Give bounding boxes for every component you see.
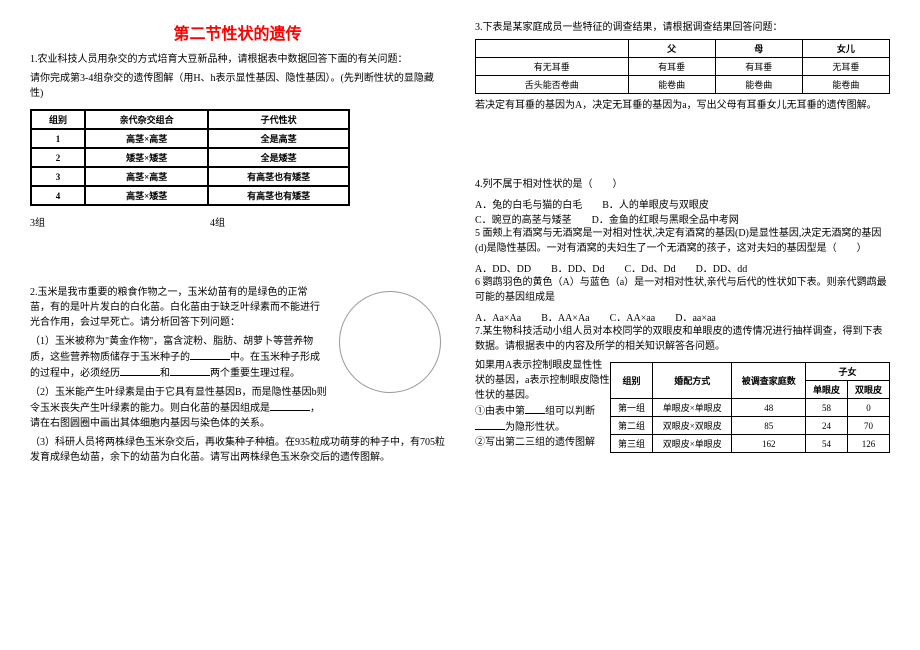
q2-intro: 2.玉米是我市重要的粮食作物之一，玉米幼苗有的是绿色的正常苗，有的是叶片发白的白… bbox=[30, 285, 327, 330]
q1-labels: 3组 4组 bbox=[30, 214, 445, 229]
q7-textB: ①由表中第 bbox=[475, 406, 525, 417]
table-row: 2 矮茎×矮茎 全是矮茎 bbox=[31, 148, 349, 167]
table-row: 第三组 双眼皮×单眼皮 162 54 126 bbox=[611, 435, 890, 453]
q7-textE: ②写出第二三组的遗传图解 bbox=[475, 437, 595, 448]
q1-th0: 组别 bbox=[31, 110, 85, 129]
circle-diagram-area bbox=[335, 285, 445, 435]
cell-circle bbox=[339, 291, 441, 393]
q5-stem: 5 面颊上有酒窝与无酒窝是一对相对性状,决定有酒窝的基因(D)是显性基因,决定无… bbox=[475, 226, 890, 256]
table-row: 有无耳垂 有耳垂 有耳垂 无耳垂 bbox=[476, 58, 890, 76]
left-column: 第二节性状的遗传 1.农业科技人员用杂交的方式培育大豆新品种，请根据表中数据回答… bbox=[30, 20, 445, 469]
q2-p2: （2）玉米能产生叶绿素是由于它具有显性基因B，而是隐性基因b则令玉米丧失产生叶绿… bbox=[30, 385, 327, 431]
label-3: 3组 bbox=[30, 218, 45, 229]
q3-table: 父 母 女儿 有无耳垂 有耳垂 有耳垂 无耳垂 舌头能否卷曲 能卷曲 能卷曲 能… bbox=[475, 39, 890, 94]
q4-stem: 4.列不属于相对性状的是（ ） bbox=[475, 177, 890, 192]
q6-stem: 6 鹦鹉羽色的黄色（A）与蓝色（a）是一对相对性状,亲代与后代的性状如下表。则亲… bbox=[475, 275, 890, 305]
q3-tail: 若决定有耳垂的基因为A，决定无耳垂的基因为a，写出父母有耳垂女儿无耳垂的遗传图解… bbox=[475, 98, 890, 113]
blank-field[interactable] bbox=[120, 365, 160, 376]
q5-optB[interactable]: B．DD、Dd bbox=[551, 260, 604, 275]
q7-table: 组别 婚配方式 被调查家庭数 子女 单眼皮 双眼皮 第一组 单眼皮×单眼皮 48… bbox=[610, 362, 890, 453]
q6-optA[interactable]: A．Aa×Aa bbox=[475, 309, 521, 324]
q4-opts-row1: A．兔的白毛与猫的白毛 B．人的单眼皮与双眼皮 bbox=[475, 196, 890, 211]
q7-intro: 7.某生物科技活动小组人员对本校同学的双眼皮和单眼皮的遗传情况进行抽样调查，得到… bbox=[475, 324, 890, 354]
q6-optB[interactable]: B．AA×Aa bbox=[541, 309, 589, 324]
q1-table: 组别 亲代杂交组合 子代性状 1 高茎×高茎 全是高茎 2 矮茎×矮茎 全是矮茎… bbox=[30, 109, 350, 206]
q7-textA: 如果用A表示控制眼皮显性性状的基因，a表示控制眼皮隐性性状的基因。 bbox=[475, 360, 609, 401]
q4-optB[interactable]: B．人的单眼皮与双眼皮 bbox=[602, 196, 709, 211]
section-title: 第二节性状的遗传 bbox=[30, 20, 445, 44]
q6-optC[interactable]: C．AA×aa bbox=[610, 309, 656, 324]
q4-optA[interactable]: A．兔的白毛与猫的白毛 bbox=[475, 196, 582, 211]
q5-optC[interactable]: C．Dd、Dd bbox=[624, 260, 675, 275]
table-row: 1 高茎×高茎 全是高茎 bbox=[31, 129, 349, 148]
q6-optD[interactable]: D．aa×aa bbox=[675, 309, 716, 324]
blank-field[interactable] bbox=[170, 365, 210, 376]
table-row: 第二组 双眼皮×双眼皮 85 24 70 bbox=[611, 417, 890, 435]
q5-opts: A．DD、DD B．DD、Dd C．Dd、Dd D．DD、dd bbox=[475, 260, 890, 275]
blank-field[interactable] bbox=[475, 419, 505, 430]
right-column: 3.下表是某家庭成员一些特征的调查结果，请根据调查结果回答问题： 父 母 女儿 … bbox=[475, 20, 890, 469]
table-row: 舌头能否卷曲 能卷曲 能卷曲 能卷曲 bbox=[476, 76, 890, 94]
q1-line2: 请你完成第3-4组杂交的遗传图解（用H、h表示显性基因、隐性基因）。(先判断性状… bbox=[30, 71, 445, 101]
q1-th2: 子代性状 bbox=[208, 110, 349, 129]
label-4: 4组 bbox=[210, 218, 225, 229]
blank-field[interactable] bbox=[190, 349, 230, 360]
table-row: 3 高茎×高茎 有高茎也有矮茎 bbox=[31, 167, 349, 186]
q7-textD: 为隐形性状。 bbox=[505, 422, 565, 433]
table-row: 4 高茎×矮茎 有高茎也有矮茎 bbox=[31, 186, 349, 205]
q4-optC[interactable]: C．豌豆的高茎与矮茎 bbox=[475, 211, 572, 226]
q7-textC: 组可以判断 bbox=[545, 406, 595, 417]
q2-p3: （3）科研人员将两株绿色玉米杂交后，再收集种子种植。在935粒成功萌芽的种子中，… bbox=[30, 435, 445, 465]
q1-line1: 1.农业科技人员用杂交的方式培育大豆新品种，请根据表中数据回答下面的有关问题： bbox=[30, 52, 445, 67]
blank-field[interactable] bbox=[270, 400, 310, 411]
q4-opts-row2: C．豌豆的高茎与矮茎 D．金鱼的红眼与黑眼全品中考网 bbox=[475, 211, 890, 226]
q6-opts: A．Aa×Aa B．AA×Aa C．AA×aa D．aa×aa bbox=[475, 309, 890, 324]
q2-p1: （1）玉米被称为"黄金作物"，富含淀粉、脂肪、胡萝卜等营养物质，这些营养物质储存… bbox=[30, 334, 327, 381]
q3-intro: 3.下表是某家庭成员一些特征的调查结果，请根据调查结果回答问题： bbox=[475, 20, 890, 35]
q4-optD[interactable]: D．金鱼的红眼与黑眼全品中考网 bbox=[592, 211, 739, 226]
q5-optA[interactable]: A．DD、DD bbox=[475, 260, 531, 275]
table-row: 第一组 单眼皮×单眼皮 48 58 0 bbox=[611, 399, 890, 417]
q5-optD[interactable]: D．DD、dd bbox=[696, 260, 748, 275]
blank-field[interactable] bbox=[525, 403, 545, 414]
q1-th1: 亲代杂交组合 bbox=[85, 110, 208, 129]
